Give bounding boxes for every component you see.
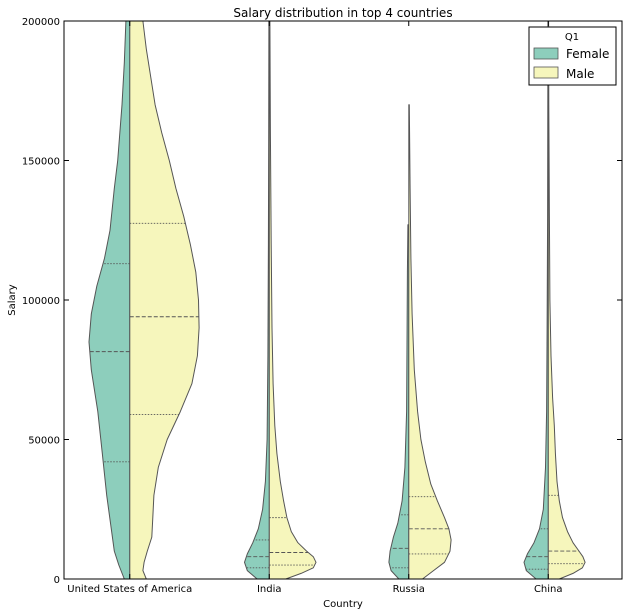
x-axis-label: Country: [323, 599, 363, 610]
y-tick-label: 200000: [22, 17, 60, 28]
x-tick-label: United States of America: [67, 584, 192, 595]
x-tick-label: India: [257, 584, 282, 595]
violin-female-3: [523, 20, 549, 580]
legend: Q1 Female Male: [528, 26, 617, 86]
y-tick-label: 0: [54, 575, 60, 586]
legend-title: Q1: [565, 32, 579, 43]
violin-female-1: [244, 20, 270, 580]
legend-label-female: Female: [566, 47, 609, 61]
chart-title: Salary distribution in top 4 countries: [233, 6, 452, 20]
x-tick-label: China: [534, 584, 563, 595]
legend-label-male: Male: [566, 67, 594, 81]
y-axis: 0 50000 100000 150000 200000: [22, 17, 622, 586]
violin-male-0: [129, 20, 200, 580]
y-tick-label: 150000: [22, 157, 60, 168]
violin-female-2: [388, 224, 410, 580]
x-axis: United States of America India Russia China: [67, 21, 563, 595]
violin-group: [88, 20, 586, 580]
legend-swatch-male: [533, 66, 559, 79]
violin-male-1: [268, 20, 317, 580]
violin-male-2: [408, 104, 452, 580]
legend-swatch-female: [533, 47, 559, 60]
x-tick-label: Russia: [393, 584, 425, 595]
y-tick-label: 50000: [28, 436, 60, 447]
violin-male-3: [547, 20, 586, 580]
y-axis-label: Salary: [7, 284, 18, 315]
y-tick-label: 100000: [22, 296, 60, 307]
violin-female-0: [88, 20, 131, 580]
